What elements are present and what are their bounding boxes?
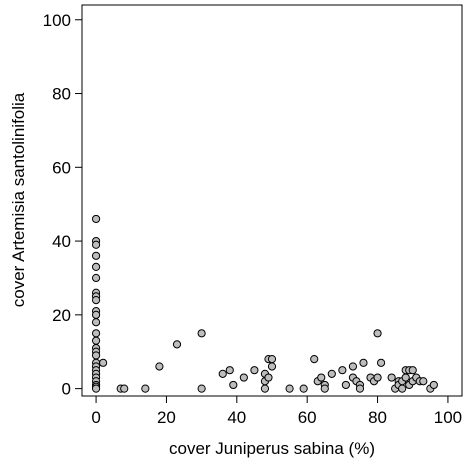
data-point xyxy=(267,355,277,364)
data-point xyxy=(373,329,382,338)
data-point xyxy=(197,329,206,338)
x-axis: 0 20 40 60 80 100 xyxy=(91,396,462,427)
data-point xyxy=(327,369,336,378)
data-point xyxy=(239,373,248,382)
data-point xyxy=(359,358,368,367)
data-point xyxy=(225,366,234,375)
y-tick-label: 80 xyxy=(52,85,71,104)
y-tick-label: 60 xyxy=(52,158,71,177)
data-point xyxy=(317,373,326,382)
data-point xyxy=(99,358,108,367)
data-point xyxy=(91,262,101,271)
data-point xyxy=(91,295,101,305)
data-point xyxy=(141,384,150,393)
data-point xyxy=(299,384,308,393)
data-point xyxy=(91,214,101,224)
data-point xyxy=(197,384,206,393)
data-point xyxy=(387,373,396,382)
data-point xyxy=(320,384,329,393)
data-point xyxy=(91,273,101,283)
data-point xyxy=(419,377,428,386)
data-point xyxy=(408,366,417,375)
x-tick-label: 60 xyxy=(298,408,317,427)
data-point xyxy=(91,251,101,260)
y-tick-label: 20 xyxy=(52,306,71,325)
data-point xyxy=(310,355,319,364)
data-point xyxy=(355,384,365,393)
data-point xyxy=(91,329,101,338)
x-tick-label: 20 xyxy=(157,408,176,427)
data-point xyxy=(91,336,101,345)
data-point xyxy=(250,366,259,375)
data-point xyxy=(429,380,438,390)
x-tick-label: 100 xyxy=(434,408,462,427)
data-point xyxy=(172,340,182,349)
data-point xyxy=(218,369,227,378)
x-axis-title: cover Juniperus sabina (%) xyxy=(169,439,375,458)
data-point xyxy=(338,366,347,375)
y-tick-label: 0 xyxy=(62,380,71,399)
data-points xyxy=(91,214,438,393)
y-axis: 0 20 40 60 80 100 xyxy=(43,11,82,399)
data-point xyxy=(267,362,277,371)
plot-frame xyxy=(81,4,463,397)
data-point xyxy=(348,362,358,371)
data-point xyxy=(264,373,273,382)
data-point xyxy=(285,384,294,393)
data-point xyxy=(120,384,129,393)
data-point xyxy=(91,240,101,249)
data-point xyxy=(91,351,101,360)
x-tick-label: 80 xyxy=(368,408,387,427)
data-point xyxy=(91,318,101,327)
data-point xyxy=(91,310,101,319)
y-tick-label: 40 xyxy=(52,232,71,251)
data-point xyxy=(373,373,382,382)
y-tick-label: 100 xyxy=(43,11,71,30)
data-point xyxy=(341,380,350,390)
data-point xyxy=(229,380,238,390)
data-point xyxy=(155,362,164,371)
data-point xyxy=(260,384,270,393)
x-tick-label: 0 xyxy=(91,408,100,427)
data-point xyxy=(91,384,101,393)
data-point xyxy=(376,358,386,367)
y-axis-title: cover Artemisia santolinifolia xyxy=(9,92,28,307)
data-point xyxy=(398,384,407,393)
x-tick-label: 40 xyxy=(227,408,246,427)
data-point xyxy=(401,373,410,382)
